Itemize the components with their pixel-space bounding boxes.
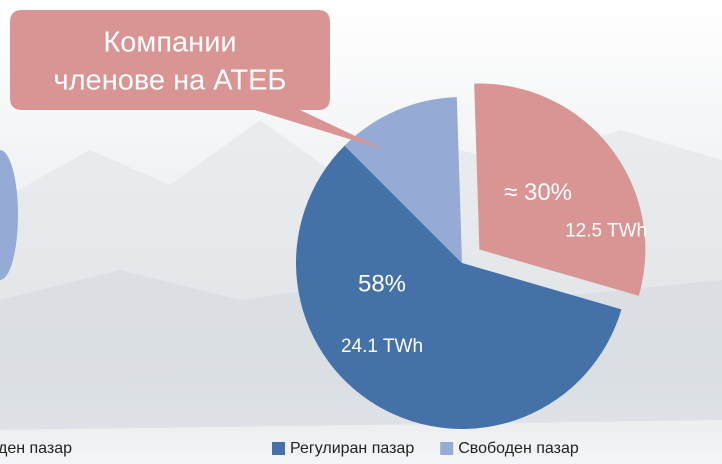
chart: ден пазар Компании членове на АТЕБ 58% 24… xyxy=(0,0,722,464)
clipped-legend: ден пазар xyxy=(0,440,72,457)
legend-label: Свободен пазар xyxy=(458,440,579,457)
legend-label: Регулиран пазар xyxy=(290,440,414,457)
legend-swatch xyxy=(272,442,285,455)
energy-label: 24.1 TWh xyxy=(341,336,423,357)
legend-swatch xyxy=(440,442,453,455)
data-label: 58% xyxy=(358,270,406,297)
callout-text: Компании xyxy=(103,27,236,59)
page: {"chart_data": {"type": "pie", "categori… xyxy=(0,0,722,464)
energy-label: 12.5 TWh xyxy=(565,220,647,241)
callout-text: членове на АТЕБ xyxy=(54,65,287,97)
data-label: ≈ 30% xyxy=(504,179,572,206)
